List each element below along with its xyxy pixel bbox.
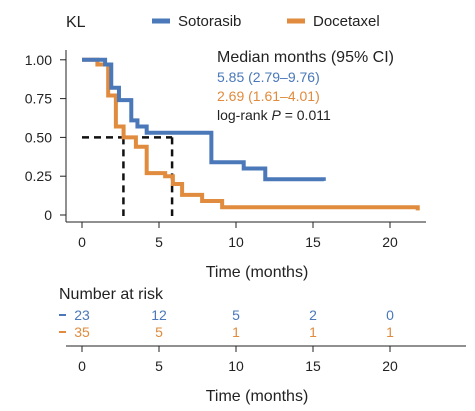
risk-x-ticks: 0 5 10 15 20: [78, 346, 398, 374]
median-annotation: Median months (95% CI) 5.85 (2.79–9.76) …: [217, 49, 394, 123]
x-tick-label: 5: [155, 234, 163, 250]
risk-count-sotorasib: 12: [151, 307, 167, 323]
risk-x-tick-label: 5: [155, 358, 163, 374]
risk-x-tick-label: 0: [78, 358, 86, 374]
annotation-docetaxel-median: 2.69 (1.61–4.01): [217, 88, 320, 104]
risk-count-docetaxel: 35: [74, 324, 90, 340]
y-tick-label: 0.75: [25, 91, 52, 107]
risk-count-docetaxel: 1: [386, 324, 394, 340]
y-tick-label: 1.00: [25, 52, 52, 68]
legend-label-docetaxel: Docetaxel: [313, 13, 380, 30]
panel-label: KL: [66, 14, 86, 31]
risk-table-rows: 23 12 5 2 035 5 1 1 1: [59, 307, 394, 340]
risk-count-sotorasib: 23: [74, 307, 90, 323]
risk-table-title: Number at risk: [59, 286, 164, 303]
risk-x-axis-title: Time (months): [206, 388, 309, 405]
risk-count-docetaxel: 5: [155, 324, 163, 340]
risk-count-sotorasib: 5: [232, 307, 240, 323]
risk-count-sotorasib: 0: [386, 307, 394, 323]
x-tick-label: 20: [382, 234, 398, 250]
y-tick-label: 0.25: [25, 168, 52, 184]
annotation-heading: Median months (95% CI): [217, 49, 394, 66]
risk-count-sotorasib: 2: [309, 307, 317, 323]
risk-table: Number at risk 23 12 5 2 035 5 1 1 1 0 5 10 15 20 Ti…: [59, 286, 466, 405]
logrank-prefix: log-rank: [217, 107, 271, 123]
logrank-p-symbol: P: [271, 107, 281, 123]
km-axes: 0 0.25 0.50 0.75 1.00 0 5 10 15 20: [25, 50, 426, 250]
x-axis-title: Time (months): [206, 264, 309, 281]
x-tick-label: 15: [305, 234, 321, 250]
median-reference: [82, 136, 174, 216]
x-tick-label: 10: [228, 234, 244, 250]
x-tick-label: 0: [78, 234, 86, 250]
legend-label-sotorasib: Sotorasib: [178, 13, 241, 30]
y-tick-label: 0.50: [25, 129, 52, 145]
km-curve-docetaxel: [82, 57, 420, 211]
risk-count-docetaxel: 1: [232, 324, 240, 340]
logrank-value: = 0.011: [281, 107, 331, 123]
risk-count-docetaxel: 1: [309, 324, 317, 340]
annotation-logrank: log-rank P = 0.011: [217, 107, 331, 123]
risk-x-tick-label: 15: [305, 358, 321, 374]
survival-curves: [82, 57, 420, 211]
km-curve-sotorasib: [82, 57, 326, 182]
annotation-sotorasib-median: 5.85 (2.79–9.76): [217, 69, 320, 85]
y-tick-label: 0: [44, 207, 52, 223]
legend: Sotorasib Docetaxel: [152, 13, 380, 30]
risk-x-tick-label: 20: [382, 358, 398, 374]
risk-x-tick-label: 10: [228, 358, 244, 374]
